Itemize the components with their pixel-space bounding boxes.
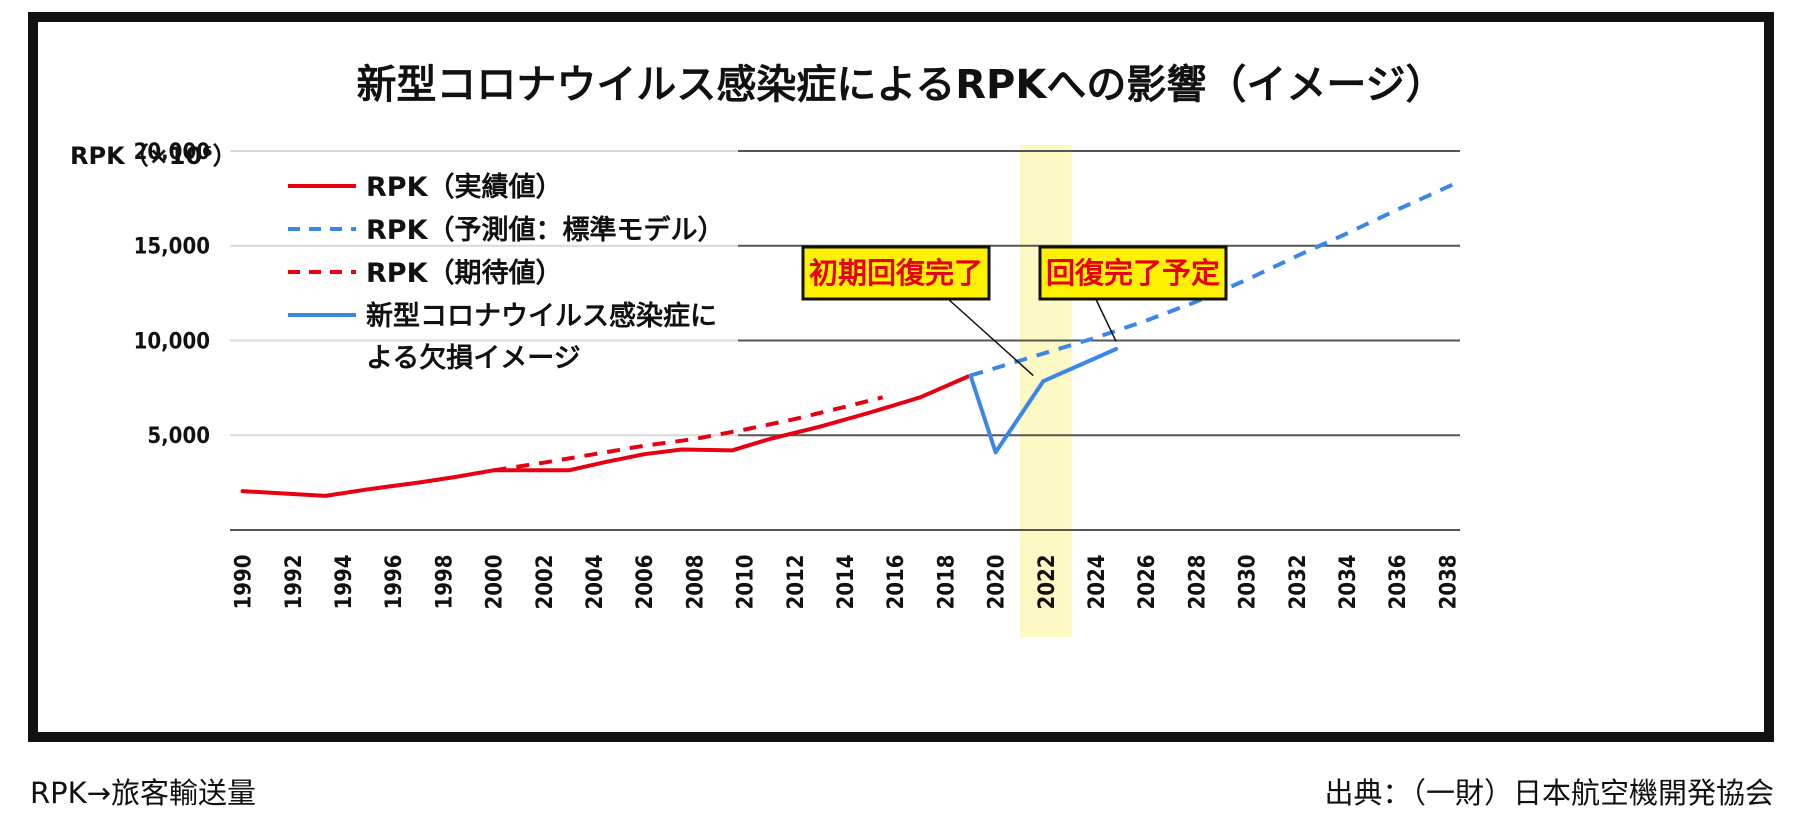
x-tick-label: 1992 <box>282 554 307 609</box>
x-tick-labels: 1990 1992 1994 1996 1998 2000 2002 2004 2006 2008… <box>232 554 1462 609</box>
x-tick-label: 2012 <box>784 554 809 609</box>
series-line <box>493 395 884 473</box>
callout-box <box>801 245 991 301</box>
y-tick-label: 10,000 <box>134 329 210 354</box>
y-tick-label: 20,000 <box>134 140 210 165</box>
y-tick-labels: 5,000 10,000 15,000 20,000 <box>134 140 210 449</box>
chart-title: 新型コロナウイルス感染症によるRPKへの影響（イメージ） <box>356 62 1445 108</box>
callout-label: 回復完了予定 <box>1046 256 1220 290</box>
x-tick-label: 2026 <box>1135 554 1160 609</box>
x-tick-label: 2002 <box>533 554 558 609</box>
legend-label: RPK（予測値：標準モデル） <box>366 214 725 246</box>
callout: 回復完了予定 <box>1038 245 1228 342</box>
x-tick-label: 2032 <box>1286 554 1311 609</box>
y-tick-label: 5,000 <box>147 424 210 449</box>
x-tick-label: 2030 <box>1236 554 1261 609</box>
legend-item: RPK（予測値：標準モデル） <box>288 214 725 246</box>
x-tick-label: 2008 <box>683 554 708 609</box>
x-tick-label: 2004 <box>583 554 608 609</box>
callout: 初期回復完了 <box>801 245 1034 377</box>
series-lines <box>240 179 1461 498</box>
legend-item: RPK（実績値） <box>288 171 563 203</box>
legend-label: 新型コロナウイルス感染症に <box>366 300 717 332</box>
y-tick-label: 15,000 <box>134 235 210 260</box>
x-tick-label: 2006 <box>633 554 658 609</box>
series-line <box>969 179 1461 378</box>
legend-label: RPK（期待値） <box>366 258 563 289</box>
y-axis-label: RPK（×10⁶） <box>70 142 237 170</box>
series-line <box>240 374 970 498</box>
x-tick-label: 1994 <box>332 554 357 609</box>
grid-lines <box>230 149 1460 531</box>
highlight-band <box>1019 145 1072 637</box>
x-tick-label: 2014 <box>834 554 859 609</box>
callout-label: 初期回復完了 <box>809 256 983 290</box>
x-tick-label: 1998 <box>432 554 457 609</box>
x-tick-label: 2038 <box>1436 554 1461 609</box>
series-line <box>968 347 1119 455</box>
x-tick-label: 2020 <box>985 554 1010 609</box>
x-tick-label: 2022 <box>1035 554 1060 609</box>
x-tick-label: 2016 <box>884 554 909 609</box>
callout-box <box>1038 245 1228 301</box>
x-tick-label: 2036 <box>1386 554 1411 609</box>
footnote-right: 出典：（一財）日本航空機開発協会 <box>1324 776 1774 810</box>
x-tick-label: 2028 <box>1185 554 1210 609</box>
callout-leader-line <box>1095 298 1117 342</box>
legend-label: よる欠損イメージ <box>366 342 581 374</box>
x-tick-label: 1990 <box>232 554 257 609</box>
x-tick-label: 1996 <box>382 554 407 609</box>
annotations: 初期回復完了 回復完了予定 <box>801 245 1228 377</box>
footnote-left: RPK→旅客輸送量 <box>30 776 256 810</box>
chart-frame: 5,000 10,000 15,000 20,000 1990 1992 1994 1996… <box>28 12 1774 742</box>
legend-label: RPK（実績値） <box>366 171 563 203</box>
x-tick-label: 2018 <box>934 554 959 609</box>
x-tick-label: 2034 <box>1336 554 1361 609</box>
callout-leader-line <box>947 298 1034 377</box>
x-tick-label: 2000 <box>483 554 508 609</box>
legend: RPK（実績値） RPK（予測値：標準モデル） RPK（期待値） 新型コロナウイルス感… <box>288 171 725 374</box>
chart-svg: 5,000 10,000 15,000 20,000 1990 1992 1994 1996… <box>70 62 1462 637</box>
x-tick-label: 2024 <box>1085 554 1110 609</box>
legend-item: RPK（期待値） <box>288 258 563 289</box>
x-tick-label: 2010 <box>734 554 759 609</box>
